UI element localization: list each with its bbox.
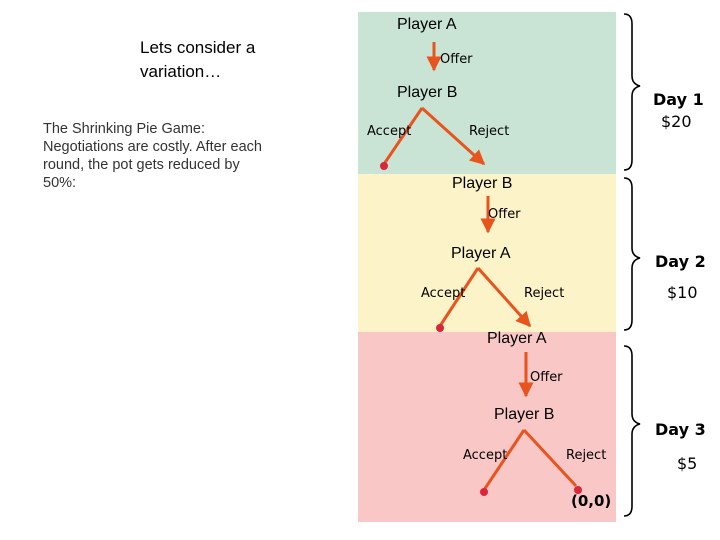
- day2-label: Day 2: [655, 252, 706, 271]
- day3-brace: [623, 345, 641, 517]
- day3-responder-label: Player B: [494, 406, 555, 423]
- reject-edge-3: [522, 428, 578, 488]
- day3-label: Day 3: [655, 420, 706, 439]
- accept-node-3: [480, 488, 488, 496]
- day1-accept-label: Accept: [367, 124, 412, 139]
- day1-brace: [623, 13, 641, 171]
- day3-pot: $5: [677, 454, 698, 473]
- reject-edge-2: [476, 266, 532, 328]
- accept-edge-2: [438, 267, 480, 327]
- day2-pot: $10: [667, 283, 698, 302]
- intro-text: Lets consider a variation…: [140, 38, 256, 81]
- day1-band: [358, 12, 616, 174]
- day3-reject-label: Reject: [566, 448, 607, 463]
- day1-proposer-label: Player A: [397, 16, 457, 33]
- accept-edge-3: [482, 429, 526, 491]
- day2-offer-label: Offer: [488, 207, 521, 222]
- reject-edge-1: [420, 106, 486, 166]
- accept-edge-1: [382, 107, 424, 165]
- day1-offer-label: Offer: [440, 52, 473, 67]
- day3-accept-label: Accept: [463, 448, 508, 463]
- day3-proposer-label: Player A: [487, 330, 547, 347]
- accept-node-1: [380, 162, 388, 170]
- accept-node-2: [436, 324, 444, 332]
- day2-brace: [623, 177, 641, 331]
- day1-label: Day 1: [653, 90, 704, 109]
- day1-pot: $20: [661, 112, 692, 131]
- day2-accept-label: Accept: [421, 286, 466, 301]
- description-text: The Shrinking Pie Game: Negotiations are…: [43, 121, 262, 191]
- day2-reject-label: Reject: [524, 286, 565, 301]
- day1-responder-label: Player B: [397, 84, 458, 101]
- day2-responder-label: Player A: [451, 245, 511, 262]
- terminal-payoff-label: (0,0): [571, 492, 612, 510]
- day2-proposer-label: Player B: [452, 175, 513, 192]
- day1-reject-label: Reject: [469, 124, 510, 139]
- reject-node-3: [574, 486, 582, 494]
- day3-offer-label: Offer: [530, 370, 563, 385]
